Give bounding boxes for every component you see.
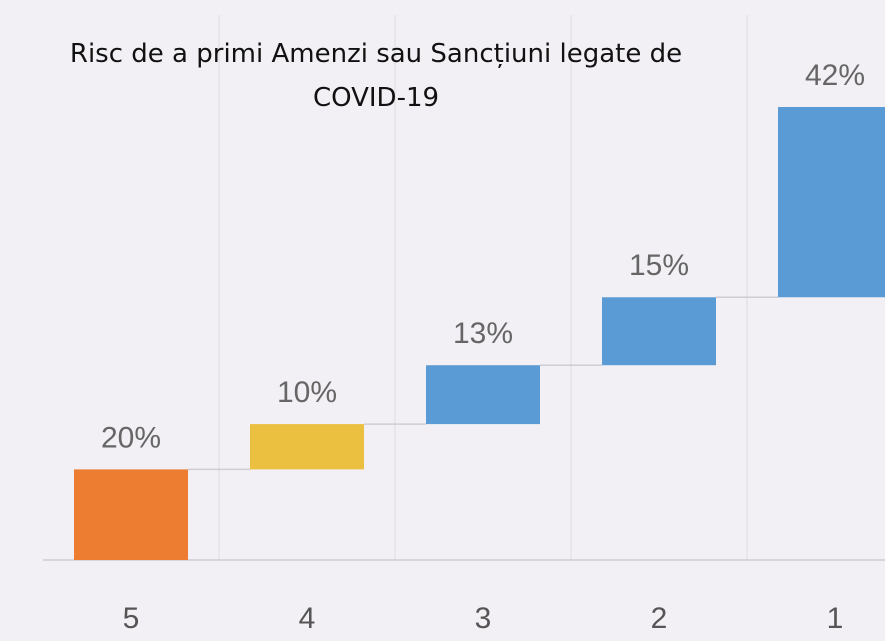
- x-tick-label: 4: [299, 602, 316, 635]
- x-tick-label: 5: [123, 602, 140, 635]
- value-label: 10%: [277, 376, 337, 409]
- bar: [250, 424, 364, 470]
- value-label: 42%: [805, 59, 865, 92]
- chart-title: Risc de a primi Amenzi sau Sancțiuni leg…: [69, 39, 683, 113]
- x-tick-label: 2: [651, 602, 668, 635]
- bar: [426, 365, 540, 425]
- bar: [74, 469, 188, 560]
- x-tick-label: 3: [475, 602, 492, 635]
- value-label: 13%: [453, 317, 513, 350]
- x-tick-label: 1: [827, 602, 844, 635]
- bar: [778, 107, 885, 298]
- bar: [602, 297, 716, 366]
- value-label: 20%: [101, 421, 161, 454]
- value-label: 15%: [629, 249, 689, 282]
